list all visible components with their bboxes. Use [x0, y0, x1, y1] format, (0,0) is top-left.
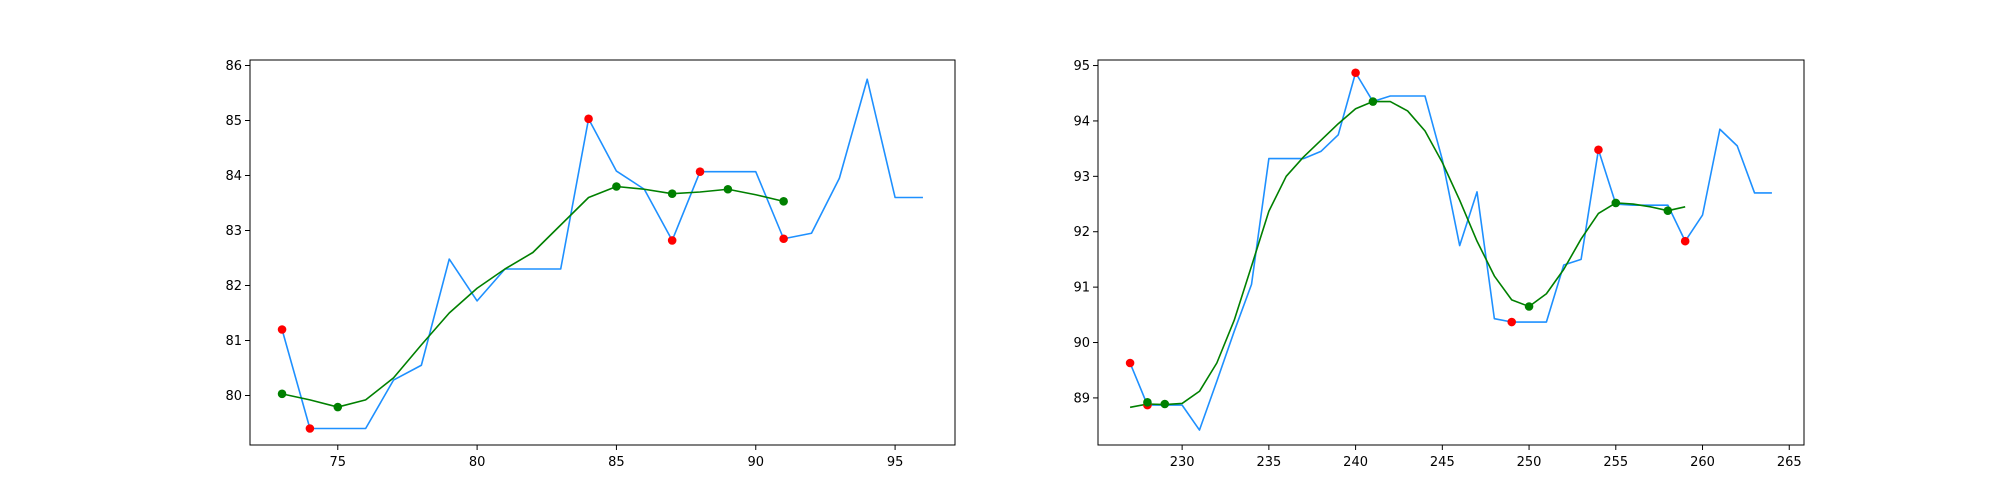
chart-0-marker-green — [277, 389, 287, 399]
chart-0-y-tick-label: 80 — [225, 389, 242, 404]
chart-1-marker-green — [1160, 399, 1170, 409]
chart-0-marker-green — [779, 197, 788, 206]
chart-1-x-tick-label: 255 — [1603, 455, 1628, 470]
chart-0-marker-red — [695, 167, 705, 176]
chart-0-marker-green — [723, 184, 733, 194]
chart-0-marker-green — [333, 402, 343, 412]
chart-1-frame — [1097, 59, 1805, 446]
chart-0-series-line-price — [281, 78, 923, 430]
chart-1-marker-green — [1368, 97, 1378, 106]
chart-0-y-tick-label: 86 — [225, 59, 242, 74]
chart-0-y-tick-label: 84 — [225, 169, 242, 184]
chart-0-marker-red — [779, 234, 788, 244]
chart-1-series-line-smoothed — [1129, 100, 1686, 409]
chart-1-x-tick-label: 240 — [1343, 455, 1368, 470]
chart-1-y-tick-label: 90 — [1073, 336, 1090, 351]
chart-0-series-line-smoothed — [281, 185, 784, 408]
chart-0-x-tick-label: 85 — [608, 455, 625, 470]
chart-1-x-tick-label: 260 — [1690, 455, 1715, 470]
chart-1-marker-red — [1594, 145, 1603, 155]
chart-1-x-tick-label: 230 — [1170, 455, 1195, 470]
chart-1-marker-green — [1524, 302, 1534, 311]
chart-1-x-tick-label: 245 — [1430, 455, 1455, 470]
chart-0-marker-red — [305, 424, 315, 433]
chart-1-x-tick-label: 235 — [1256, 455, 1281, 470]
chart-0-y-tick-label: 81 — [225, 334, 242, 349]
chart-1-y-tick-label: 95 — [1073, 59, 1090, 74]
chart-0-marker-red — [277, 325, 287, 334]
chart-1-series-line-price — [1129, 71, 1772, 431]
chart-0-x-tick-label: 95 — [887, 455, 904, 470]
chart-0-marker-green — [612, 182, 621, 191]
chart-1-marker-red — [1125, 358, 1135, 368]
chart-1-marker-green — [1663, 206, 1673, 215]
right-chart: 230 235 240 245 250 255 260 265 89 90 91 92 93 94 95 — [1073, 59, 1805, 470]
chart-1-marker-green — [1611, 198, 1621, 208]
chart-0-marker-red — [667, 236, 677, 245]
chart-0-x-tick-label: 90 — [747, 455, 764, 470]
chart-0-y-tick-label: 82 — [225, 279, 242, 294]
chart-0-marker-red — [584, 114, 593, 124]
chart-1-plot-area — [1098, 60, 1804, 445]
chart-1-marker-green — [1143, 398, 1152, 407]
chart-1-y-tick-label: 89 — [1073, 391, 1090, 406]
chart-1-y-tick-label: 91 — [1073, 281, 1090, 296]
left-chart: 75 80 85 90 95 80 81 82 83 84 85 86 — [225, 59, 956, 470]
chart-1-marker-red — [1507, 317, 1517, 327]
chart-1-marker-red — [1680, 236, 1690, 246]
chart-0-marker-green — [667, 189, 677, 198]
chart-0-y-tick-label: 85 — [225, 114, 242, 129]
chart-1-y-tick-label: 93 — [1073, 170, 1090, 185]
chart-0-plot-area — [250, 60, 955, 445]
chart-1-x-tick-label: 265 — [1777, 455, 1802, 470]
chart-0-x-tick-label: 75 — [330, 455, 347, 470]
chart-1-marker-red — [1351, 68, 1360, 78]
chart-0-x-tick-label: 80 — [469, 455, 486, 470]
chart-1-y-tick-label: 94 — [1073, 114, 1090, 129]
chart-1-y-tick-label: 92 — [1073, 225, 1090, 240]
chart-0-y-tick-label: 83 — [225, 224, 242, 239]
chart-0-frame — [249, 59, 956, 446]
chart-1-x-tick-label: 250 — [1517, 455, 1542, 470]
